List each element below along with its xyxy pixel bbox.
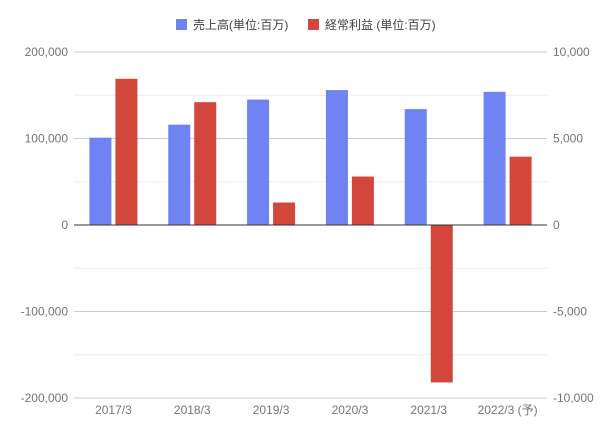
y-right-tick-label: -10,000	[553, 391, 594, 405]
x-axis: 2017/3 2018/3 2019/3 2020/3 2021/3 2022/3 (予)	[95, 403, 538, 417]
bar-sales	[89, 137, 112, 225]
legend: 売上高(単位:百万) 経常利益 (単位:百万)	[176, 17, 436, 32]
y-left-tick-label: 200,000	[25, 45, 69, 59]
y-left-tick-label: 0	[61, 218, 68, 232]
y-axis-right: 10,000 5,000 0 -5,000 -10,000	[553, 45, 594, 405]
legend-swatch-profit	[308, 19, 319, 30]
x-tick-label: 2021/3	[410, 403, 447, 417]
bar-profit	[351, 176, 374, 225]
bars	[89, 78, 532, 383]
bar-profit	[509, 156, 532, 225]
bar-profit	[194, 102, 217, 225]
x-tick-label: 2020/3	[332, 403, 369, 417]
x-tick-label: 2022/3 (予)	[478, 403, 538, 417]
y-left-tick-label: -100,000	[21, 305, 69, 319]
y-axis-left: 200,000 100,000 0 -100,000 -200,000	[21, 45, 69, 405]
legend-swatch-sales	[176, 19, 187, 30]
y-right-tick-label: -5,000	[553, 305, 587, 319]
bar-profit	[273, 202, 296, 225]
y-right-tick-label: 5,000	[553, 132, 583, 146]
bar-profit	[115, 78, 138, 225]
x-tick-label: 2019/3	[253, 403, 290, 417]
y-left-tick-label: 100,000	[25, 132, 69, 146]
y-right-tick-label: 0	[553, 218, 560, 232]
bar-sales	[404, 109, 427, 225]
legend-label-sales: 売上高(単位:百万)	[193, 17, 288, 32]
legend-label-profit: 経常利益 (単位:百万)	[325, 17, 436, 32]
bar-sales	[247, 99, 270, 225]
gridlines	[74, 51, 547, 399]
bar-profit	[430, 225, 453, 383]
x-tick-label: 2018/3	[174, 403, 211, 417]
bar-sales	[325, 90, 348, 225]
x-tick-label: 2017/3	[95, 403, 132, 417]
y-left-tick-label: -200,000	[21, 391, 69, 405]
bar-sales	[483, 91, 506, 225]
y-right-tick-label: 10,000	[553, 45, 590, 59]
bar-sales	[168, 124, 191, 225]
